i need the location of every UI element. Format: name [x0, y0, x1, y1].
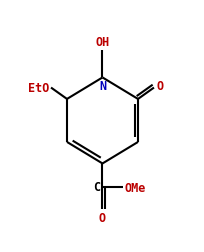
Text: EtO: EtO	[28, 82, 49, 95]
Text: OMe: OMe	[123, 181, 145, 194]
Text: OH: OH	[95, 36, 109, 49]
Text: N: N	[99, 80, 105, 93]
Text: O: O	[99, 211, 105, 224]
Text: O: O	[156, 80, 163, 93]
Text: C: C	[93, 180, 100, 194]
